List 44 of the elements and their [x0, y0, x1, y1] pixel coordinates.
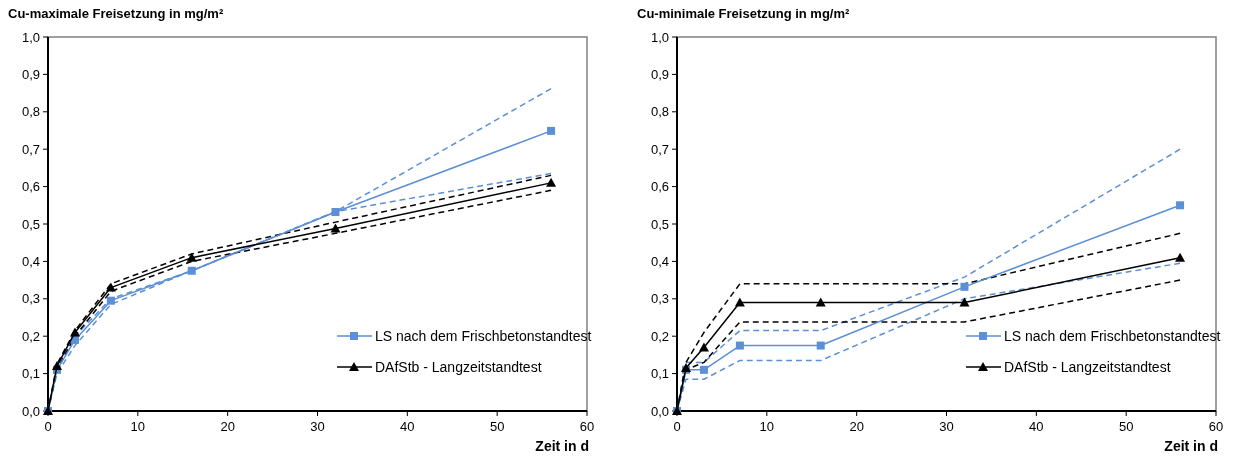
y-tick-label: 0,3	[21, 291, 40, 307]
x-tick-label: 60	[579, 419, 595, 434]
y-tick-label: 0,7	[21, 141, 40, 157]
x-tick-label: 30	[939, 419, 954, 434]
y-tick-label: 0,8	[21, 104, 40, 120]
y-tick-label: 0,6	[21, 179, 40, 195]
legend-label: LS nach dem Frischbetonstandtest	[375, 327, 592, 344]
y-tick-label: 0,4	[21, 253, 40, 269]
y-tick-label: 1,0	[650, 29, 669, 45]
x-tick-label: 10	[759, 419, 775, 434]
y-tick-label: 0,3	[650, 291, 669, 307]
x-tick-label: 40	[400, 419, 415, 434]
y-tick-label: 0,1	[650, 366, 669, 382]
y-tick-label: 0,0	[21, 403, 40, 419]
x-tick-label: 50	[1118, 419, 1134, 434]
chart-title: Cu-maximale Freisetzung in mg/m²	[8, 6, 224, 21]
y-tick-label: 0,2	[650, 328, 669, 344]
y-tick-label: 1,0	[21, 29, 40, 45]
x-axis-title: Zeit in d	[1164, 438, 1218, 454]
legend-label: DAfStb - Langzeitstandtest	[1004, 358, 1171, 375]
y-tick-label: 0,8	[650, 104, 669, 120]
x-tick-label: 20	[849, 419, 864, 434]
y-tick-label: 0,5	[650, 216, 669, 232]
x-tick-label: 10	[130, 419, 146, 434]
legend-label: LS nach dem Frischbetonstandtest	[1004, 327, 1221, 344]
y-tick-label: 0,2	[21, 328, 40, 344]
x-tick-label: 0	[673, 419, 681, 434]
y-tick-label: 0,1	[21, 366, 40, 382]
x-tick-label: 30	[310, 419, 325, 434]
y-tick-label: 0,5	[21, 216, 40, 232]
x-tick-label: 20	[220, 419, 235, 434]
y-tick-label: 0,9	[650, 66, 669, 82]
y-tick-label: 0,0	[650, 403, 669, 419]
x-axis-title: Zeit in d	[535, 438, 589, 454]
x-tick-label: 50	[489, 419, 505, 434]
x-tick-label: 40	[1029, 419, 1044, 434]
y-tick-label: 0,4	[650, 253, 669, 269]
legend-label: DAfStb - Langzeitstandtest	[375, 358, 542, 375]
y-tick-label: 0,7	[650, 141, 669, 157]
x-tick-label: 60	[1208, 419, 1224, 434]
chart-title: Cu-minimale Freisetzung in mg/m²	[637, 6, 851, 21]
y-tick-label: 0,9	[21, 66, 40, 82]
y-tick-label: 0,6	[650, 179, 669, 195]
x-tick-label: 0	[44, 419, 52, 434]
